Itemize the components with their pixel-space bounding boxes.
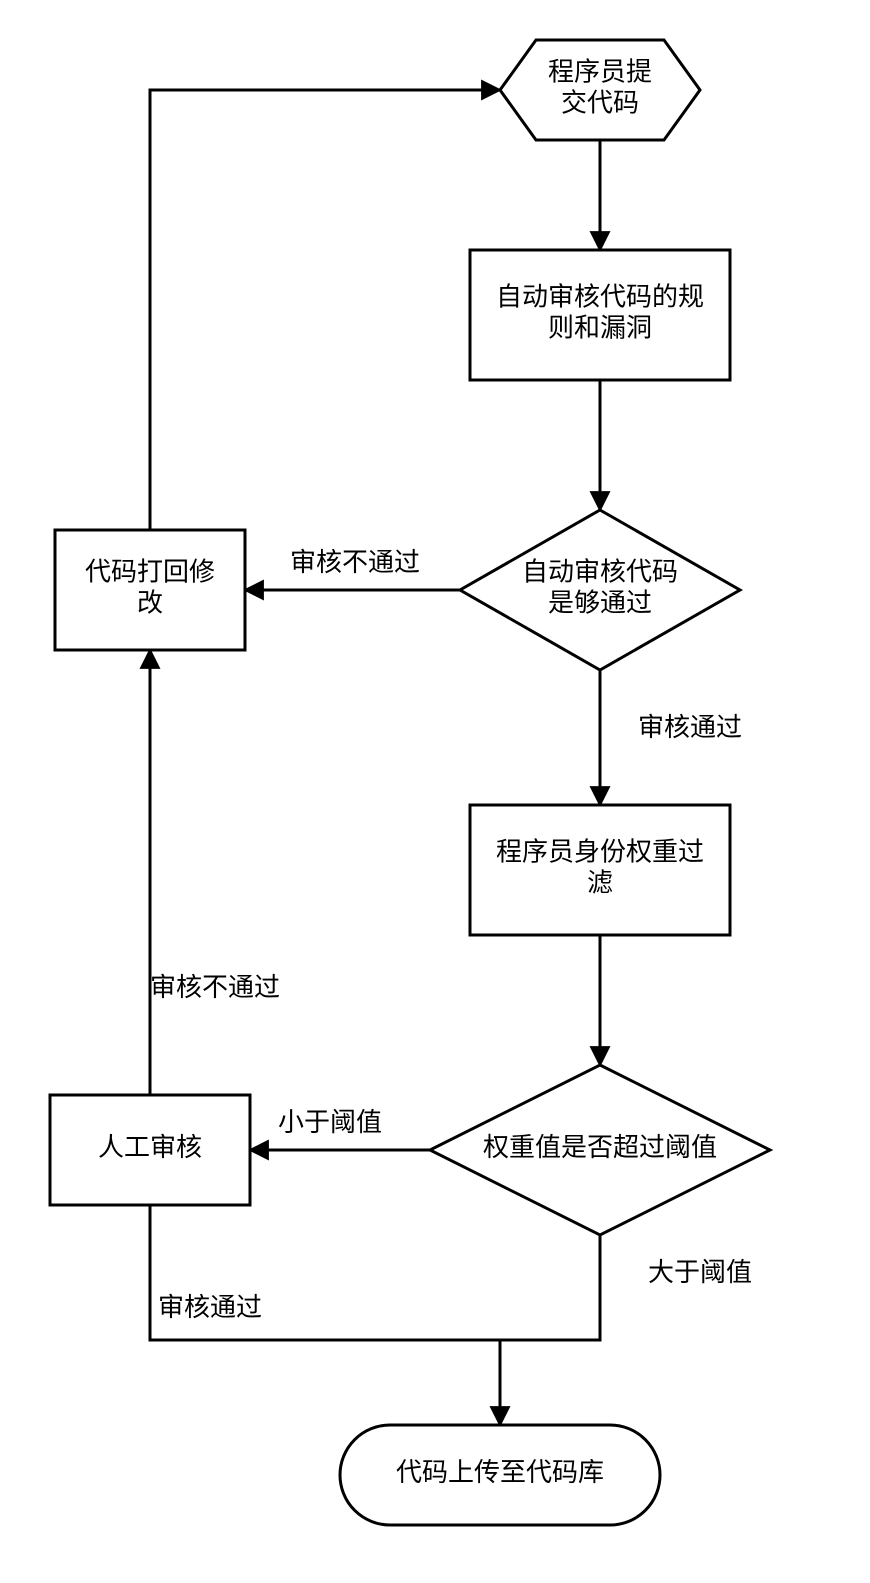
edge-e9: 大于阈值	[500, 1235, 752, 1425]
edge-e4: 审核通过	[600, 670, 742, 805]
node-label-return_modify-l0: 代码打回修	[85, 557, 215, 586]
node-auto_review: 自动审核代码的规则和漏洞	[470, 250, 730, 380]
node-manual_review: 人工审核	[50, 1095, 250, 1205]
edge-label-e4: 审核通过	[638, 713, 742, 742]
node-label-weight_filter-l0: 程序员身份权重过	[496, 837, 704, 866]
node-label-auto_review-l1: 则和漏洞	[548, 314, 652, 343]
edge-label-e7: 审核不通过	[150, 973, 280, 1002]
node-label-auto_pass-l1: 是够通过	[548, 589, 652, 618]
node-label-auto_review-l0: 自动审核代码的规	[496, 282, 704, 311]
node-label-weight_filter-l1: 滤	[587, 869, 613, 898]
edge-e10: 审核通过	[150, 1205, 500, 1340]
node-return_modify: 代码打回修改	[55, 530, 245, 650]
node-auto_pass: 自动审核代码是够通过	[460, 510, 740, 670]
node-label-return_modify-l1: 改	[137, 589, 163, 618]
node-weight_filter: 程序员身份权重过滤	[470, 805, 730, 935]
node-label-weight_check-l0: 权重值是否超过阈值	[483, 1133, 717, 1162]
node-label-upload-l0: 代码上传至代码库	[396, 1458, 604, 1487]
edge-e6: 小于阈值	[250, 1108, 430, 1150]
edge-label-e10: 审核通过	[158, 1293, 262, 1322]
edge-label-e6: 小于阈值	[278, 1108, 382, 1137]
node-start: 程序员提交代码	[500, 40, 700, 140]
edge-e8	[150, 90, 500, 530]
node-upload: 代码上传至代码库	[340, 1425, 660, 1525]
node-label-auto_pass-l0: 自动审核代码	[522, 557, 678, 586]
node-label-start-l0: 程序员提	[548, 57, 652, 86]
flowchart-diagram: 审核不通过审核通过小于阈值审核不通过大于阈值审核通过程序员提交代码自动审核代码的…	[0, 0, 870, 1583]
node-label-start-l1: 交代码	[561, 89, 639, 118]
edge-label-e3: 审核不通过	[290, 548, 420, 577]
node-label-manual_review-l0: 人工审核	[98, 1133, 202, 1162]
edge-label-e9: 大于阈值	[648, 1258, 752, 1287]
edge-e3: 审核不通过	[245, 548, 460, 590]
node-weight_check: 权重值是否超过阈值	[430, 1065, 770, 1235]
edge-e7: 审核不通过	[150, 650, 280, 1095]
